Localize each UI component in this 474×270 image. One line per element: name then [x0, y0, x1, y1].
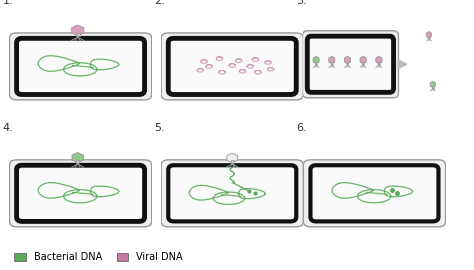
FancyBboxPatch shape	[76, 33, 80, 36]
FancyBboxPatch shape	[428, 36, 429, 38]
FancyBboxPatch shape	[346, 62, 348, 64]
Polygon shape	[72, 153, 83, 163]
FancyBboxPatch shape	[168, 165, 296, 221]
Polygon shape	[313, 56, 319, 64]
Polygon shape	[227, 153, 237, 163]
FancyBboxPatch shape	[302, 31, 399, 98]
Polygon shape	[376, 56, 382, 64]
Text: 2.: 2.	[154, 0, 165, 6]
FancyBboxPatch shape	[76, 160, 80, 163]
FancyBboxPatch shape	[161, 33, 303, 100]
FancyBboxPatch shape	[17, 38, 145, 94]
Text: 3.: 3.	[296, 0, 307, 6]
FancyBboxPatch shape	[362, 62, 364, 64]
FancyBboxPatch shape	[17, 165, 145, 221]
FancyBboxPatch shape	[9, 33, 152, 100]
FancyBboxPatch shape	[9, 160, 152, 227]
Polygon shape	[360, 56, 366, 64]
FancyBboxPatch shape	[303, 160, 446, 227]
FancyBboxPatch shape	[307, 36, 393, 92]
Polygon shape	[329, 56, 335, 64]
Text: 6.: 6.	[296, 123, 307, 133]
Legend: Bacterial DNA, Viral DNA: Bacterial DNA, Viral DNA	[14, 252, 182, 262]
FancyBboxPatch shape	[331, 62, 333, 64]
FancyBboxPatch shape	[161, 160, 303, 227]
Text: 5.: 5.	[154, 123, 164, 133]
Text: 1.: 1.	[2, 0, 13, 6]
Polygon shape	[430, 81, 436, 88]
Polygon shape	[345, 56, 351, 64]
FancyBboxPatch shape	[432, 86, 434, 88]
Polygon shape	[72, 25, 84, 36]
FancyBboxPatch shape	[310, 165, 438, 221]
FancyBboxPatch shape	[315, 62, 317, 64]
Polygon shape	[426, 32, 431, 38]
Text: 4.: 4.	[2, 123, 13, 133]
FancyBboxPatch shape	[168, 38, 296, 94]
FancyBboxPatch shape	[378, 62, 380, 64]
FancyBboxPatch shape	[231, 160, 234, 163]
